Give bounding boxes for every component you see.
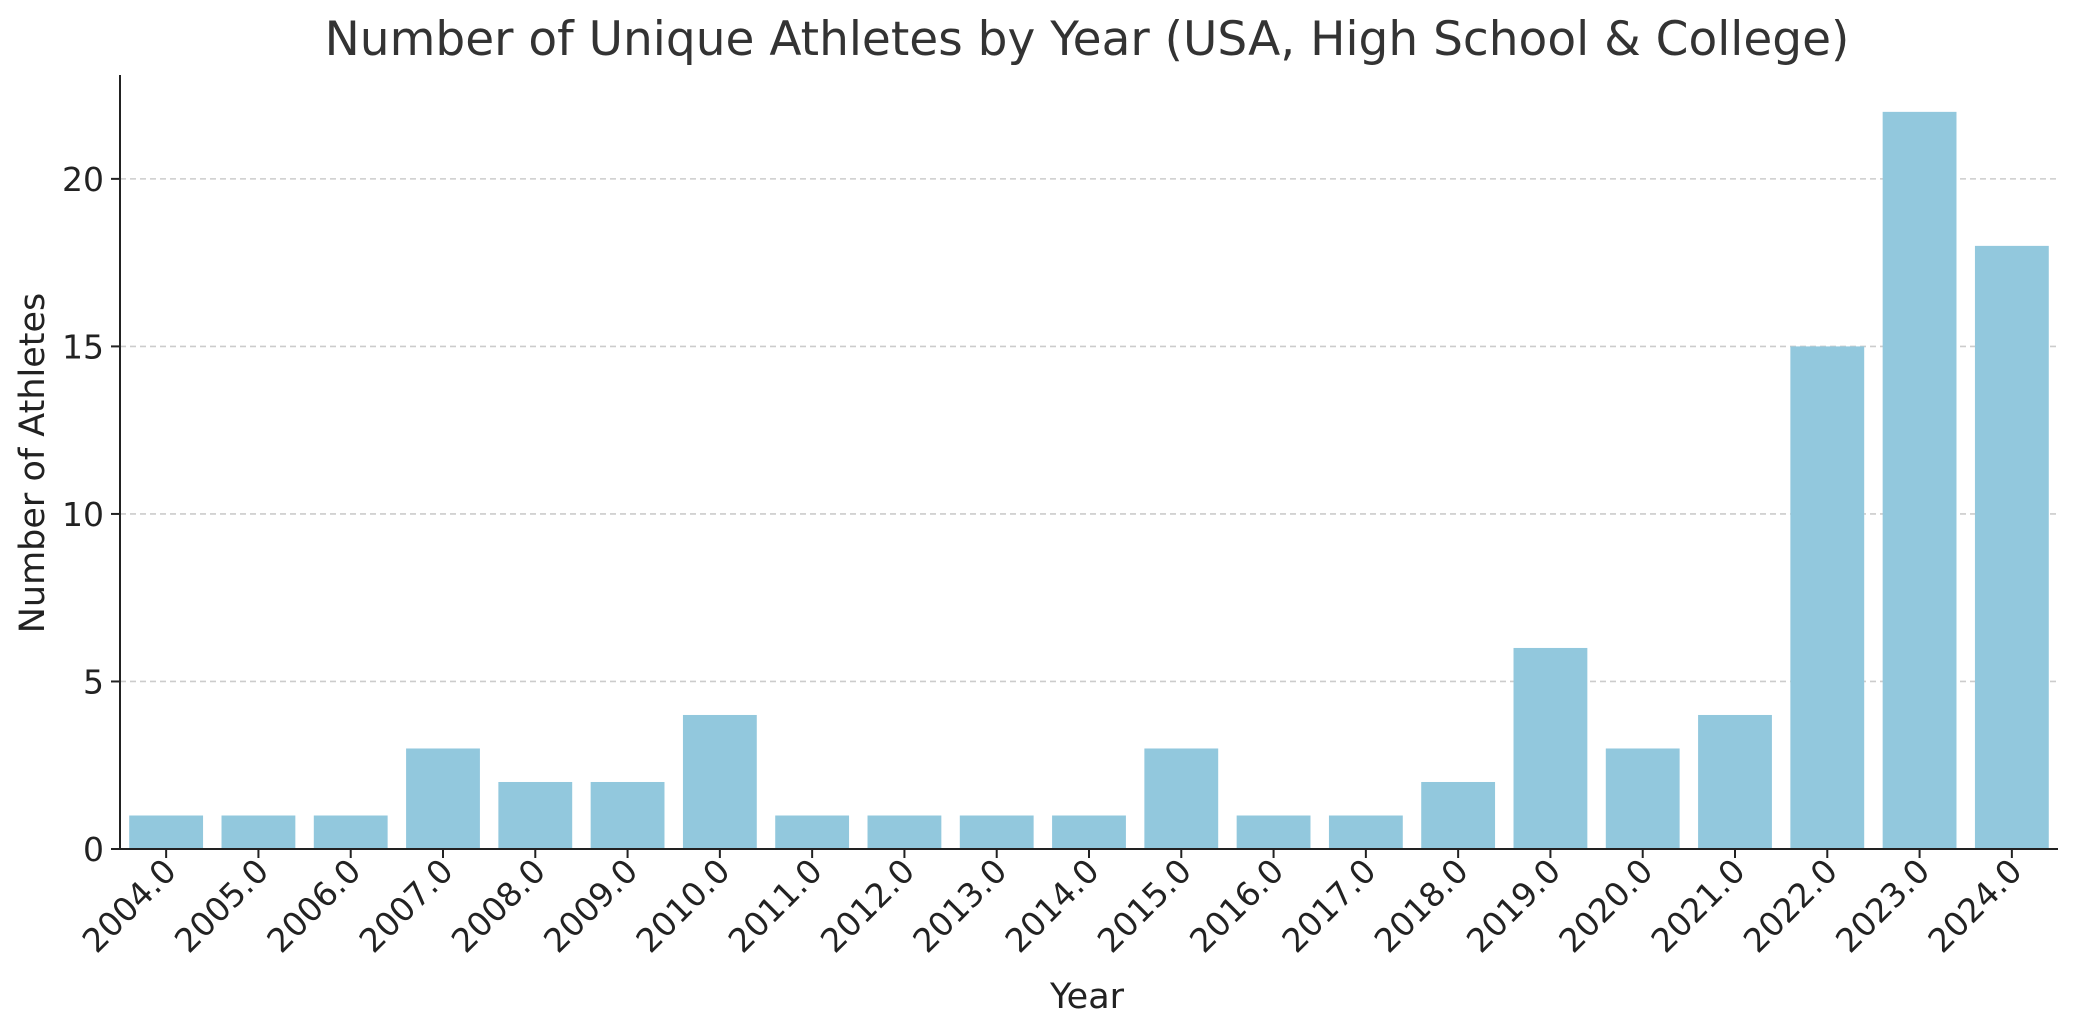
bar <box>1882 111 1957 850</box>
y-tick-label: 0 <box>83 830 104 869</box>
x-tick-label: 2005.0 <box>167 851 276 960</box>
bars <box>129 111 2049 850</box>
x-tick-label: 2013.0 <box>905 851 1014 960</box>
bar <box>775 815 850 849</box>
bar <box>313 815 388 849</box>
x-tick-label: 2016.0 <box>1182 851 1291 960</box>
bar <box>1144 748 1219 849</box>
bar <box>1421 781 1496 849</box>
y-tick-label: 20 <box>62 160 104 199</box>
x-tick-label: 2015.0 <box>1090 851 1199 960</box>
chart-title: Number of Unique Athletes by Year (USA, … <box>325 12 1850 67</box>
x-axis-label: Year <box>1049 977 1125 1017</box>
bar <box>1052 815 1126 849</box>
x-ticks: 2004.02005.02006.02007.02008.02009.02010… <box>75 849 2030 960</box>
bar <box>1698 714 1772 849</box>
x-tick-label: 2014.0 <box>997 851 1106 960</box>
bar <box>1605 748 1680 849</box>
x-tick-label: 2022.0 <box>1736 851 1845 960</box>
x-tick-label: 2018.0 <box>1367 851 1476 960</box>
x-tick-label: 2008.0 <box>444 851 553 960</box>
bar <box>1513 647 1588 849</box>
bar <box>221 815 296 849</box>
bar <box>959 815 1034 849</box>
x-tick-label: 2012.0 <box>813 851 922 960</box>
bar <box>682 714 757 849</box>
x-tick-label: 2006.0 <box>259 851 368 960</box>
x-tick-label: 2011.0 <box>721 851 830 960</box>
y-tick-label: 15 <box>62 327 104 366</box>
bar <box>1236 815 1311 849</box>
y-ticks: 0 5 10 15 20 <box>62 160 120 869</box>
x-tick-label: 2021.0 <box>1643 851 1752 960</box>
bar <box>129 815 204 849</box>
y-tick-label: 5 <box>83 662 104 701</box>
bar <box>590 781 665 849</box>
bar <box>406 748 480 849</box>
x-tick-label: 2024.0 <box>1920 851 2029 960</box>
x-tick-label: 2007.0 <box>351 851 460 960</box>
gridlines <box>120 178 2058 683</box>
bar <box>498 781 573 849</box>
x-tick-label: 2009.0 <box>536 851 645 960</box>
x-tick-label: 2017.0 <box>1274 851 1383 960</box>
bar <box>867 815 942 849</box>
x-tick-label: 2023.0 <box>1828 851 1937 960</box>
x-tick-label: 2020.0 <box>1551 851 1660 960</box>
bar <box>1974 245 2049 849</box>
x-tick-label: 2010.0 <box>628 851 737 960</box>
bar <box>1790 346 1865 849</box>
y-tick-label: 10 <box>62 495 104 534</box>
bar <box>1328 815 1403 849</box>
x-tick-label: 2019.0 <box>1459 851 1568 960</box>
y-axis-label: Number of Athletes <box>13 293 53 634</box>
